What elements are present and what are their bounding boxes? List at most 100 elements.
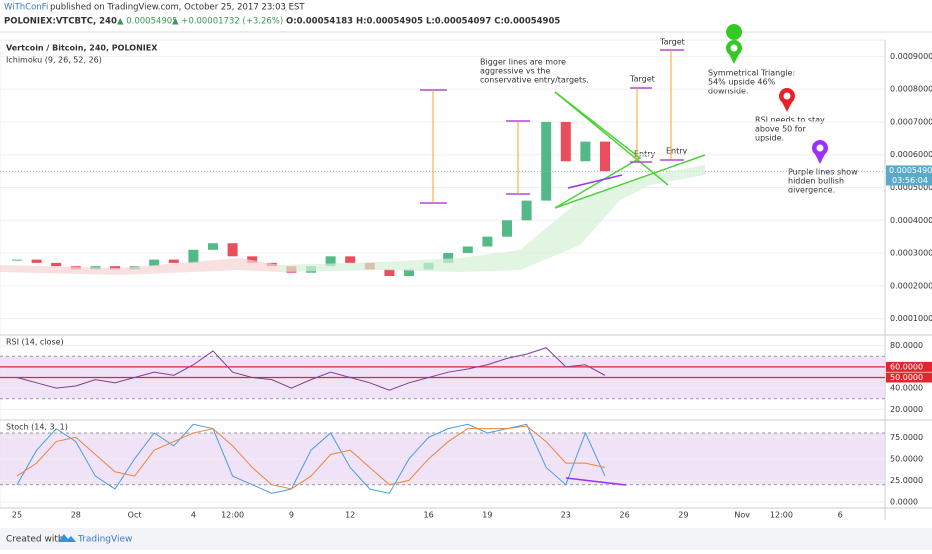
x-tick-label: 9 <box>289 511 294 520</box>
footer-brand[interactable]: TradingView <box>77 535 132 545</box>
candle <box>482 236 493 247</box>
drawings <box>0 24 828 486</box>
y-tick-label: 0.0000 <box>890 497 918 506</box>
entry-label: Entry <box>666 147 688 156</box>
annotation: above 50 for <box>755 125 807 134</box>
footer-text: Created with <box>6 535 64 545</box>
candle <box>502 220 512 237</box>
x-tick-label: 12 <box>345 511 355 520</box>
pin <box>726 24 743 59</box>
annotation: upside. <box>755 134 784 143</box>
last-price-label: 0.00054905 <box>889 166 932 175</box>
level-box <box>886 361 932 372</box>
pane-title: Stoch (14, 3, 1) <box>6 423 68 432</box>
ohlc: O:0.00054183 H:0.00054905 L:0.00054097 C… <box>286 17 560 27</box>
candle <box>149 259 160 267</box>
candle <box>12 259 22 261</box>
y-tick-label: 20.0000 <box>890 405 923 414</box>
x-tick-label: 28 <box>71 511 81 520</box>
annotation: divergence. <box>788 186 835 195</box>
target-label: Target <box>629 75 655 84</box>
divergence-line <box>567 174 623 189</box>
candle <box>541 121 552 201</box>
x-tick-label: 12:00 <box>221 511 244 520</box>
x-tick-label: 25 <box>12 511 22 520</box>
x-tick-label: 23 <box>561 511 571 520</box>
annotation: Purple lines show <box>788 168 858 177</box>
candle <box>384 269 395 276</box>
x-tick-label: 6 <box>838 511 843 520</box>
candle <box>31 259 42 263</box>
y-tick-label: 40.0000 <box>890 384 923 393</box>
annotation: conservative entry/targets. <box>480 76 589 85</box>
triangle <box>554 91 706 209</box>
candle <box>168 259 179 263</box>
annotation: aggressive vs the <box>480 67 551 76</box>
candle <box>560 121 571 162</box>
pin-hole <box>816 144 824 152</box>
pin <box>728 52 740 64</box>
candle <box>208 243 218 250</box>
annotation: Symmetrical Triangle: <box>708 69 795 78</box>
candle <box>51 262 62 267</box>
candle <box>227 243 238 257</box>
target-label: Target <box>659 38 685 47</box>
x-tick-label: Oct <box>128 511 142 520</box>
chart-title: Vertcoin / Bitcoin, 240, POLONIEX <box>6 44 158 53</box>
pin-hole <box>730 44 738 52</box>
candle <box>600 141 610 172</box>
candle <box>462 246 473 254</box>
rsi-line <box>16 347 606 391</box>
entry-label: Entry <box>634 150 656 159</box>
x-tick-label: 12:00 <box>770 511 793 520</box>
y-tick-label: 50.0000 <box>890 454 923 463</box>
y-tick-label: 75.0000 <box>890 433 923 442</box>
symbol: POLONIEX:VTCBTC, 240 <box>4 17 117 27</box>
x-tick-label: 19 <box>482 511 492 520</box>
pin-hole <box>783 92 791 100</box>
candle <box>247 256 258 263</box>
published: published on TradingView.com, October 25… <box>50 3 305 13</box>
last: ▲ 0.00054905 <box>117 17 178 27</box>
author: WiThConFi <box>4 3 48 13</box>
ichimoku-cloud <box>280 165 705 272</box>
candle <box>404 269 414 276</box>
footer-bar <box>0 528 932 550</box>
x-tick-label: 4 <box>191 511 196 520</box>
candle <box>110 266 120 270</box>
candle <box>443 253 454 263</box>
annotation: Bigger lines are more <box>480 58 566 67</box>
level-box <box>886 372 932 383</box>
level-label: 60.0000 <box>890 362 923 371</box>
candle <box>521 200 532 221</box>
candle <box>580 141 591 162</box>
indicator-label: Ichimoku (9, 26, 52, 26) <box>6 56 102 65</box>
stoch-line <box>16 425 606 490</box>
x-tick-label: 26 <box>620 511 630 520</box>
candle <box>325 256 336 267</box>
x-tick-label: 29 <box>678 511 688 520</box>
pin <box>781 100 793 112</box>
countdown: 03:56:04 <box>892 176 928 185</box>
pin <box>814 152 826 164</box>
ichimoku-cloud <box>0 258 280 275</box>
annotation: RSI needs to stay <box>755 116 825 125</box>
annotation: 54% upside 46% <box>708 78 776 87</box>
x-tick-label: 16 <box>424 511 434 520</box>
annotation: hidden bullish <box>788 177 844 186</box>
y-tick-label: 25.0000 <box>890 476 923 485</box>
x-tick-label: Nov <box>734 511 750 520</box>
pane-title: RSI (14, close) <box>6 338 64 347</box>
triangle <box>554 91 669 186</box>
candle <box>345 256 356 263</box>
